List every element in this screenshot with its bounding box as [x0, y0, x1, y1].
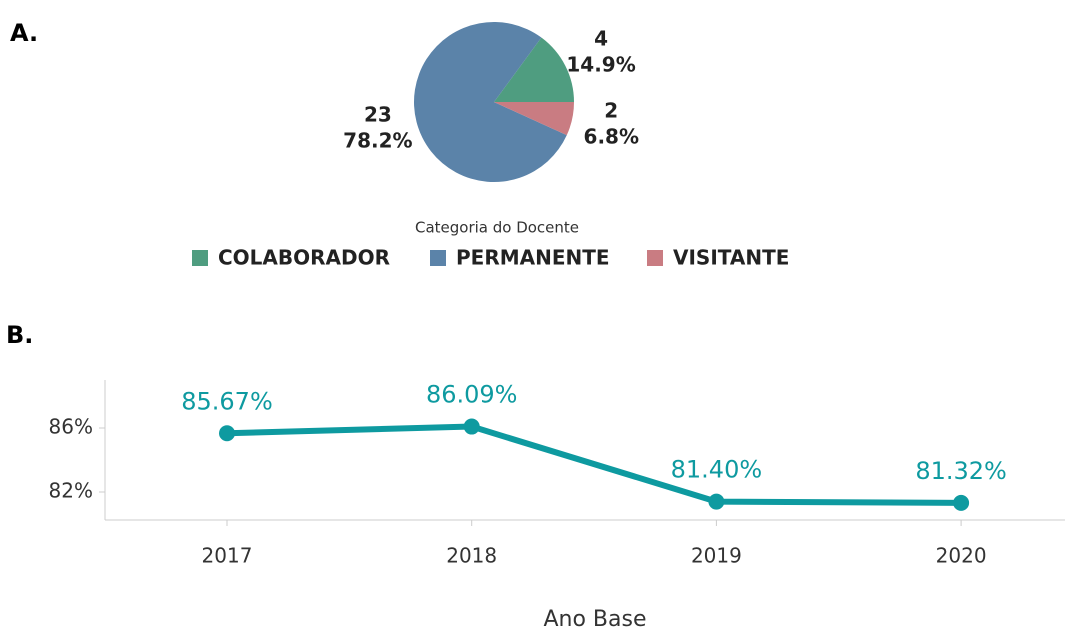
- panel-label: A.: [10, 19, 38, 47]
- legend-label: PERMANENTE: [456, 246, 610, 270]
- point: [953, 494, 970, 511]
- slice-count: 23: [364, 103, 392, 127]
- panel-label: B.: [6, 321, 33, 349]
- x-axis-label: Ano Base: [543, 607, 646, 632]
- slice-count: 4: [594, 27, 608, 51]
- pie-slice: [414, 22, 567, 183]
- data-label: 81.40%: [671, 456, 763, 484]
- y-tick-label: 86%: [49, 415, 93, 439]
- legend-label: COLABORADOR: [218, 246, 390, 270]
- x-tick-label: 2018: [446, 544, 497, 568]
- legend-swatch: [430, 250, 446, 266]
- legend-label: VISITANTE: [673, 246, 789, 270]
- x-tick-label: 2019: [691, 544, 742, 568]
- x-tick-label: 2017: [202, 544, 253, 568]
- slice-count: 2: [604, 98, 618, 122]
- slice-label: 14.9%: [566, 53, 635, 77]
- slice-label: 6.8%: [584, 124, 639, 148]
- legend-swatch: [192, 250, 208, 266]
- point: [219, 425, 235, 442]
- legend-title: Categoria do Docente: [415, 219, 579, 237]
- slice-label: 78.2%: [343, 129, 412, 153]
- pie-slice: [494, 102, 574, 136]
- pie-slice: [494, 37, 574, 102]
- legend-swatch: [647, 250, 663, 266]
- data-label: 86.09%: [426, 381, 518, 409]
- line: [226, 423, 962, 506]
- data-label: 85.67%: [181, 387, 273, 415]
- point: [708, 493, 725, 510]
- point: [463, 418, 480, 435]
- y-tick-label: 82%: [49, 479, 93, 503]
- x-tick-label: 2020: [936, 544, 987, 568]
- data-label: 81.32%: [915, 457, 1007, 485]
